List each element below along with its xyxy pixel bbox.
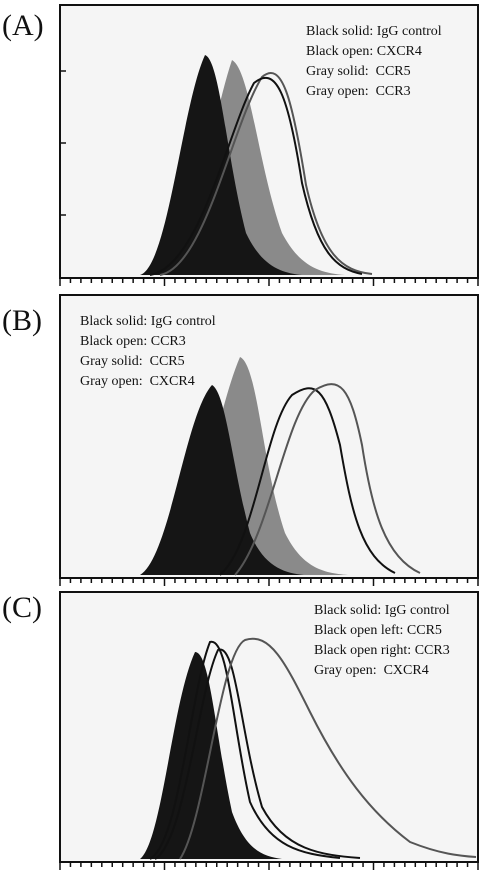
legend-entry: Black open: CXCR4 — [306, 44, 422, 59]
histogram — [140, 385, 304, 575]
histogram — [179, 637, 477, 860]
histogram — [154, 648, 361, 860]
ticks — [60, 70, 66, 216]
legend-entry: Black solid: IgG control — [306, 24, 442, 39]
histogram — [149, 77, 363, 276]
legend-entry: Gray open: CXCR4 — [80, 374, 195, 389]
legend-entry: Black open right: CCR3 — [314, 643, 450, 658]
legend-entry: Black solid: IgG control — [80, 314, 216, 329]
legend-entry: Gray solid: CCR5 — [306, 64, 411, 79]
panel-label: (A) — [2, 9, 44, 42]
histogram — [159, 72, 373, 276]
legend-entry: Black solid: IgG control — [314, 603, 450, 618]
legend-entry: Gray open: CXCR4 — [314, 663, 429, 678]
panel-label: (B) — [2, 304, 42, 337]
panel-label: (C) — [2, 591, 42, 624]
legend-entry: Black open: CCR3 — [80, 334, 186, 349]
panel: (C) Black solid: IgG control Black open … — [2, 591, 479, 870]
panel: (B) Black solid: IgG control Black open:… — [2, 294, 479, 586]
legend-entry: Gray open: CCR3 — [306, 84, 411, 99]
panel: (A) Black solid: IgG control Black open:… — [2, 4, 479, 286]
legend-entry: Gray solid: CCR5 — [80, 354, 185, 369]
legend-entry: Black open left: CCR5 — [314, 623, 442, 638]
histogram — [140, 652, 282, 859]
histogram — [234, 383, 421, 576]
histogram — [149, 640, 341, 860]
